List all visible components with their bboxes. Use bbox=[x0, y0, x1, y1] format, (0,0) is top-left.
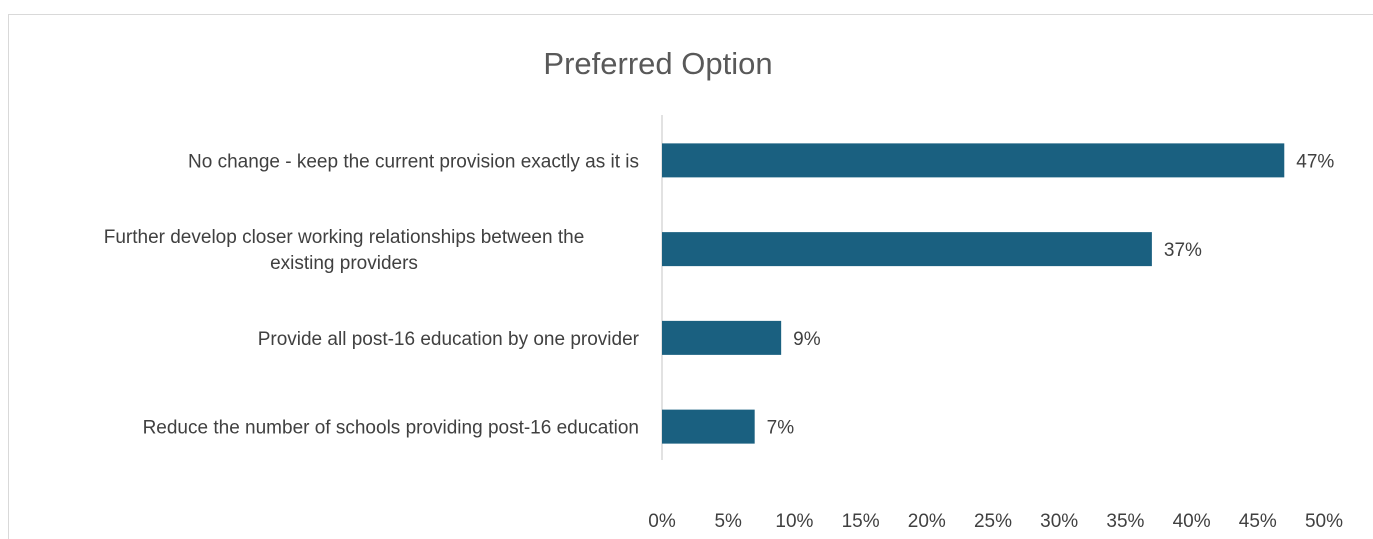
x-tick-label-4: 20% bbox=[908, 511, 946, 532]
bar-1 bbox=[662, 232, 1152, 267]
x-tick-label-2: 10% bbox=[775, 511, 813, 532]
data-labels: 47% 37% 9% 7% bbox=[767, 151, 1335, 438]
chart-title: Preferred Option bbox=[543, 46, 772, 81]
x-tick-label-7: 35% bbox=[1106, 511, 1144, 532]
x-tick-label-6: 30% bbox=[1040, 511, 1078, 532]
data-label-0: 47% bbox=[1296, 151, 1334, 172]
data-label-3: 7% bbox=[767, 418, 795, 439]
chart-frame bbox=[8, 14, 1373, 539]
bar-0 bbox=[662, 143, 1285, 178]
category-labels: No change - keep the current provision e… bbox=[104, 151, 640, 438]
x-tick-label-1: 5% bbox=[714, 511, 742, 532]
data-label-1: 37% bbox=[1164, 240, 1202, 261]
category-label-2: Provide all post-16 education by one pro… bbox=[258, 329, 640, 350]
bars bbox=[662, 143, 1285, 444]
x-tick-label-3: 15% bbox=[842, 511, 880, 532]
x-tick-label-0: 0% bbox=[648, 511, 676, 532]
category-label-1: Further develop closer working relations… bbox=[104, 227, 585, 274]
x-tick-label-9: 45% bbox=[1239, 511, 1277, 532]
x-axis-ticks: 0% 5% 10% 15% 20% 25% 30% 35% 40% 45% 50% bbox=[648, 511, 1343, 532]
bar-3 bbox=[662, 409, 755, 444]
x-tick-label-10: 50% bbox=[1305, 511, 1343, 532]
bar-2 bbox=[662, 320, 782, 355]
data-label-2: 9% bbox=[793, 329, 821, 350]
x-tick-label-5: 25% bbox=[974, 511, 1012, 532]
x-tick-label-8: 40% bbox=[1173, 511, 1211, 532]
category-label-3: Reduce the number of schools providing p… bbox=[143, 418, 639, 439]
category-label-0: No change - keep the current provision e… bbox=[188, 151, 639, 172]
